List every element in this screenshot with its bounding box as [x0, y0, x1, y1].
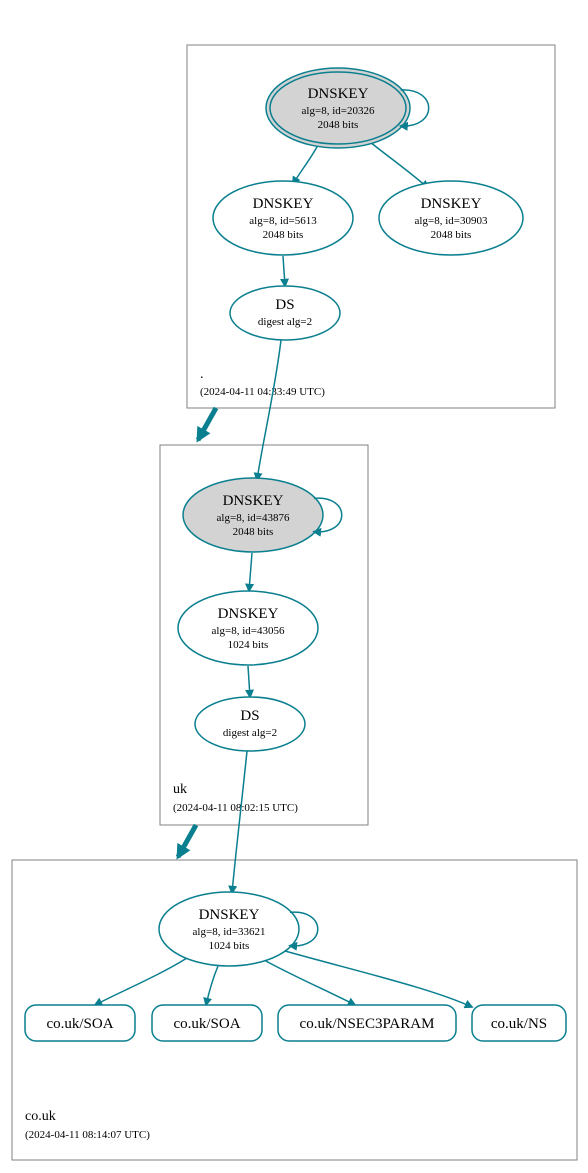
- node-title-root_ksk: DNSKEY: [308, 86, 369, 102]
- node-title-root_ds: DS: [275, 297, 294, 313]
- node-line2-uk_ds: digest alg=2: [223, 727, 277, 739]
- node-root_ds: DS digest alg=2: [230, 286, 340, 340]
- zone-label-root: .: [200, 367, 204, 382]
- edges-layer: [95, 142, 472, 1007]
- zone-pointer-root-uk: [198, 408, 216, 440]
- node-line3-couk_ksk: 1024 bits: [209, 940, 250, 952]
- edge-uk_zsk-uk_ds: [248, 666, 250, 697]
- rrset-label-rr_soa1: co.uk/SOA: [46, 1016, 113, 1032]
- edge-root_zsk1-root_ds: [283, 256, 285, 286]
- rrset-label-rr_nsec: co.uk/NSEC3PARAM: [300, 1016, 435, 1032]
- node-line3-uk_ksk: 2048 bits: [233, 526, 274, 538]
- node-title-uk_zsk: DNSKEY: [218, 606, 279, 622]
- node-line2-root_ksk: alg=8, id=20326: [302, 105, 375, 117]
- zone-pointer-uk-couk: [178, 825, 196, 857]
- edge-uk_ds-couk_ksk: [232, 751, 247, 893]
- rrset-label-rr_ns: co.uk/NS: [491, 1016, 547, 1032]
- node-ellipse-root_ds: [230, 286, 340, 340]
- zone-label-couk: co.uk: [25, 1109, 56, 1124]
- node-root_zsk1: DNSKEY alg=8, id=5613 2048 bits: [213, 181, 353, 255]
- node-line2-root_zsk2: alg=8, id=30903: [415, 215, 488, 227]
- edge-root_ksk-root_zsk2: [370, 142, 428, 188]
- zone-timestamp-couk: (2024-04-11 08:14:07 UTC): [25, 1129, 150, 1141]
- zone-label-uk: uk: [173, 782, 187, 797]
- node-root_ksk: DNSKEY alg=8, id=20326 2048 bits: [266, 68, 429, 148]
- node-title-root_zsk2: DNSKEY: [421, 196, 482, 212]
- node-uk_zsk: DNSKEY alg=8, id=43056 1024 bits: [178, 591, 318, 665]
- rrset-label-rr_soa2: co.uk/SOA: [173, 1016, 240, 1032]
- node-ellipse-uk_ds: [195, 697, 305, 751]
- node-uk_ksk: DNSKEY alg=8, id=43876 2048 bits: [183, 478, 342, 552]
- node-title-root_zsk1: DNSKEY: [253, 196, 314, 212]
- node-root_zsk2: DNSKEY alg=8, id=30903 2048 bits: [379, 181, 523, 255]
- node-title-uk_ksk: DNSKEY: [223, 493, 284, 509]
- edge-couk_ksk-rr_soa2: [206, 966, 218, 1005]
- node-line3-root_zsk2: 2048 bits: [431, 229, 472, 241]
- node-line3-root_ksk: 2048 bits: [318, 119, 359, 131]
- node-title-uk_ds: DS: [240, 708, 259, 724]
- node-line2-uk_zsk: alg=8, id=43056: [212, 625, 285, 637]
- rrsets-layer: co.uk/SOA co.uk/SOA co.uk/NSEC3PARAM co.uk/…: [25, 1005, 566, 1041]
- edge-root_ds-uk_ksk: [257, 340, 281, 480]
- node-line2-uk_ksk: alg=8, id=43876: [217, 512, 290, 524]
- edge-couk_ksk-rr_soa1: [95, 958, 187, 1005]
- edge-couk_ksk-rr_ns: [285, 951, 472, 1007]
- edge-uk_ksk-uk_zsk: [249, 553, 252, 591]
- node-title-couk_ksk: DNSKEY: [199, 907, 260, 923]
- node-line2-couk_ksk: alg=8, id=33621: [193, 926, 266, 938]
- nodes-layer: DNSKEY alg=8, id=20326 2048 bits DNSKEY alg=…: [159, 68, 523, 966]
- node-line3-root_zsk1: 2048 bits: [263, 229, 304, 241]
- node-line2-root_ds: digest alg=2: [258, 316, 312, 328]
- node-couk_ksk: DNSKEY alg=8, id=33621 1024 bits: [159, 892, 318, 966]
- zone-timestamp-uk: (2024-04-11 08:02:15 UTC): [173, 802, 298, 814]
- edge-root_ksk-root_zsk1: [293, 145, 318, 184]
- node-line2-root_zsk1: alg=8, id=5613: [249, 215, 317, 227]
- zone-timestamp-root: (2024-04-11 04:33:49 UTC): [200, 386, 325, 398]
- node-line3-uk_zsk: 1024 bits: [228, 639, 269, 651]
- node-uk_ds: DS digest alg=2: [195, 697, 305, 751]
